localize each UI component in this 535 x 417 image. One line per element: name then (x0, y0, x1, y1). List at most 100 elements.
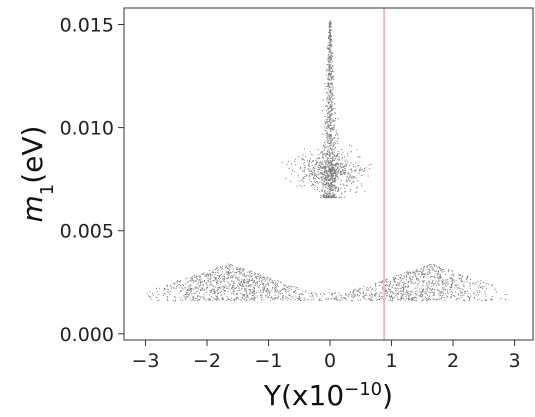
data-point (331, 149, 333, 151)
data-point (401, 298, 403, 300)
data-point (335, 295, 337, 297)
data-point (210, 291, 212, 293)
data-point (484, 285, 486, 287)
data-point (331, 106, 333, 108)
data-point (353, 166, 355, 168)
data-point (248, 286, 249, 287)
data-point (194, 277, 196, 278)
data-point (330, 100, 332, 102)
data-point (324, 142, 326, 144)
data-point (437, 290, 439, 292)
data-point (328, 48, 330, 50)
data-point (382, 288, 384, 290)
data-point (321, 110, 323, 112)
data-point (326, 196, 328, 198)
data-point (329, 31, 331, 33)
data-point (260, 290, 262, 292)
data-point (427, 265, 429, 267)
data-point (329, 30, 331, 32)
data-point (298, 156, 300, 158)
data-point (331, 176, 333, 178)
data-point (214, 286, 216, 288)
data-point (243, 281, 245, 283)
data-point (330, 119, 332, 121)
data-point (304, 162, 306, 163)
data-point (331, 29, 333, 31)
data-point (330, 140, 332, 142)
data-point (486, 288, 487, 290)
data-point (270, 290, 272, 292)
data-point (330, 58, 332, 60)
data-point (204, 289, 205, 291)
data-point (259, 284, 261, 286)
data-point (225, 278, 227, 280)
data-point (333, 193, 335, 195)
data-point (427, 286, 429, 288)
data-point (169, 284, 171, 286)
data-point (207, 277, 209, 279)
data-point (199, 280, 201, 282)
data-point (421, 300, 423, 302)
data-point (235, 276, 237, 278)
data-point (439, 276, 441, 278)
data-point (332, 98, 334, 100)
data-point (331, 196, 333, 198)
data-point (251, 291, 253, 293)
data-point (421, 296, 422, 298)
data-point (265, 280, 267, 282)
data-point (331, 52, 333, 54)
data-point (326, 97, 328, 99)
data-point (329, 107, 331, 109)
data-point (266, 291, 268, 293)
data-point (332, 168, 334, 170)
data-point (401, 274, 402, 276)
data-point (420, 267, 422, 269)
data-point (433, 284, 435, 286)
data-point (305, 289, 307, 291)
data-point (215, 279, 217, 281)
data-point (405, 285, 407, 287)
data-point (327, 99, 329, 101)
data-point (450, 277, 452, 279)
data-point (459, 278, 461, 280)
data-point (216, 298, 218, 300)
data-point (171, 286, 173, 288)
data-point (386, 279, 388, 281)
data-point (332, 167, 334, 169)
data-point (292, 286, 294, 288)
data-point (462, 289, 464, 291)
data-point (333, 170, 335, 171)
data-point (391, 287, 393, 288)
data-point (258, 287, 260, 289)
data-point (440, 270, 442, 272)
data-point (233, 300, 235, 301)
data-point (355, 177, 357, 179)
data-point (407, 298, 409, 300)
data-point (416, 293, 418, 295)
data-point (296, 185, 298, 187)
data-point (262, 288, 264, 290)
data-point (337, 172, 339, 174)
data-point (369, 299, 371, 301)
data-point (240, 299, 242, 301)
data-point (252, 290, 254, 292)
data-point (360, 169, 362, 171)
data-point (166, 288, 168, 290)
data-point (192, 278, 193, 280)
data-point (327, 112, 329, 114)
data-point (335, 171, 337, 173)
data-point (282, 289, 284, 290)
data-point (221, 266, 223, 268)
data-point (456, 285, 458, 287)
data-point (212, 299, 214, 301)
data-point (237, 279, 239, 281)
data-point (244, 281, 246, 283)
data-point (322, 172, 324, 174)
data-point (279, 293, 281, 295)
data-point (228, 266, 230, 268)
data-point (329, 56, 331, 58)
data-point (334, 175, 336, 176)
data-point (164, 293, 166, 294)
data-point (328, 83, 330, 85)
data-point (328, 74, 329, 76)
